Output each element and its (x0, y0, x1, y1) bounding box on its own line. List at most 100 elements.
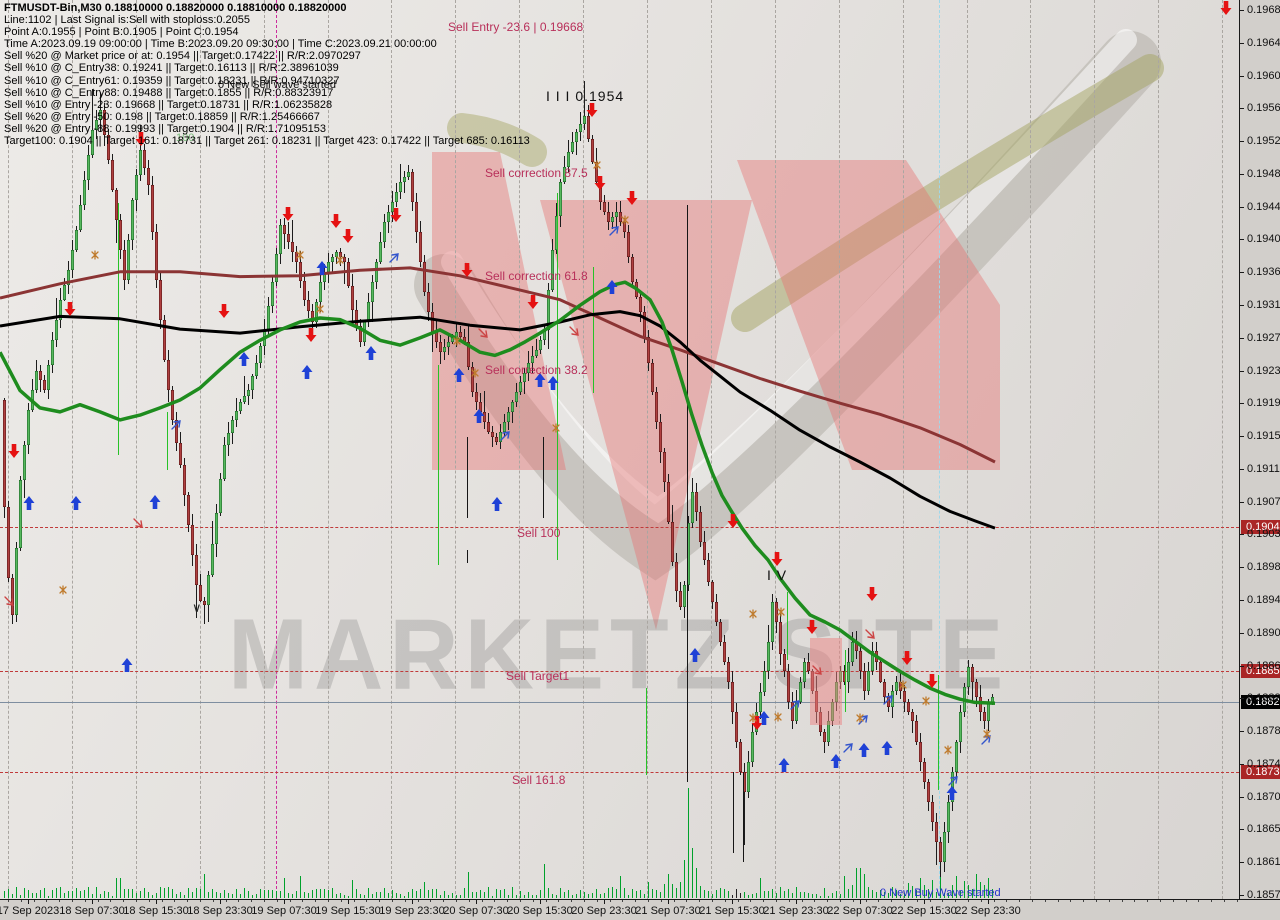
volume-bar (728, 891, 729, 898)
minor-time-tick (264, 900, 265, 902)
volume-bar (136, 892, 137, 898)
candle-body (471, 366, 474, 392)
volume-bar (600, 893, 601, 898)
volume-bar (956, 876, 957, 898)
volume-bar (888, 892, 889, 898)
candle-body (467, 341, 470, 367)
volume-bar (268, 890, 269, 898)
price-tick-label: 0.19401 (1247, 233, 1280, 246)
price-tick (1240, 501, 1244, 503)
price-tick-label: 0.19566 (1247, 102, 1280, 115)
volume-bar (468, 872, 469, 898)
volume-bar (24, 887, 25, 898)
volume-bar (900, 894, 901, 898)
time-tick-label: 18 Sep 15:30 (123, 905, 189, 917)
time-tick-label: 20 Sep 15:30 (507, 905, 573, 917)
price-tick (1240, 436, 1244, 438)
time-axis[interactable]: 17 Sep 2023 18 Sep 07:30 18 Sep 15:30 18 Se… (0, 899, 1280, 920)
sell-arrow-icon (771, 552, 783, 566)
candle-body (531, 356, 534, 363)
minor-time-tick (379, 900, 381, 902)
volume-bar (564, 891, 565, 898)
gridline-vertical (647, 0, 648, 899)
info-line: Time A:2023.09.19 09:00:00 | Time B:2023… (4, 38, 437, 51)
candle-body (931, 801, 934, 822)
volume-bar (452, 893, 453, 898)
volume-bar (672, 884, 673, 898)
volume-bar (552, 894, 553, 898)
candle-body (331, 257, 334, 263)
candle-body (751, 731, 754, 763)
candle-body (987, 701, 990, 722)
volume-bar (320, 889, 321, 898)
candle-body (951, 772, 954, 802)
volume-bar (456, 894, 457, 898)
minor-time-tick (417, 900, 419, 902)
info-line: Sell %10 @ C_Entry88: 0.19488 || Target:… (4, 86, 334, 99)
chart-plot-area[interactable]: MARKETZ SITE Sell Entry -23.6 | 0.19668 S… (0, 0, 1239, 899)
minor-time-tick (788, 900, 790, 902)
candle-body (347, 262, 350, 287)
volume-bar (640, 889, 641, 898)
volume-bar (520, 891, 521, 898)
info-panel: FTMUSDT-Bin,M30 0.18810000 0.18820000 0.… (4, 2, 530, 147)
volume-bar (592, 892, 593, 898)
candle-body (15, 547, 18, 615)
volume-bar (644, 893, 645, 898)
volume-bar (660, 892, 661, 898)
candle-body (571, 141, 574, 152)
volume-bar (248, 891, 249, 898)
volume-bar (636, 891, 637, 898)
volume-bar (560, 888, 561, 898)
time-tick-label: 20 Sep 23:30 (571, 905, 637, 917)
candle-body (787, 671, 790, 702)
minor-time-tick (827, 900, 829, 902)
candle-body (519, 382, 522, 393)
time-tick (476, 900, 477, 904)
volume-bar (104, 891, 105, 898)
time-tick (988, 900, 989, 904)
candle-body (355, 310, 358, 326)
candle-body (399, 181, 402, 192)
volume-bar (188, 887, 189, 898)
minor-time-tick (123, 900, 125, 902)
volume-bar (648, 882, 649, 898)
volume-bar (812, 894, 813, 898)
sell-level-line (0, 772, 1239, 774)
candle-body (579, 123, 582, 132)
time-tick-label: 21 Sep 15:30 (699, 905, 765, 917)
price-tick-label: 0.18742 (1247, 757, 1280, 770)
minor-time-tick (980, 900, 982, 902)
candle-body (43, 380, 46, 391)
minor-time-tick (1172, 900, 1174, 902)
minor-time-tick (1057, 900, 1059, 902)
volume-bar (984, 884, 985, 898)
time-tick (860, 900, 861, 904)
price-tick (1240, 698, 1244, 700)
volume-bar (712, 894, 713, 898)
minor-time-tick (8, 900, 9, 902)
volume-bar (4, 891, 5, 898)
buy-arrow-icon (149, 495, 161, 509)
volume-bar (368, 888, 369, 898)
volume-bar (144, 888, 145, 898)
candle-wick (484, 390, 485, 429)
candle-body (151, 185, 154, 233)
candle-body (143, 150, 146, 168)
candle-body (563, 166, 566, 182)
volume-bar (584, 892, 585, 898)
candle-body (403, 177, 406, 182)
time-tick-label: 19 Sep 23:30 (379, 905, 445, 917)
candle-body (95, 120, 98, 131)
price-tick-label: 0.19072 (1247, 495, 1280, 508)
price-tick-label: 0.18577 (1247, 889, 1280, 901)
minor-time-tick (584, 900, 585, 902)
price-tick (1240, 763, 1244, 765)
volume-bar (292, 893, 293, 898)
candle-body (775, 602, 778, 622)
candle-body (635, 282, 638, 298)
volume-bar (556, 894, 557, 898)
entry-vline (938, 675, 939, 790)
